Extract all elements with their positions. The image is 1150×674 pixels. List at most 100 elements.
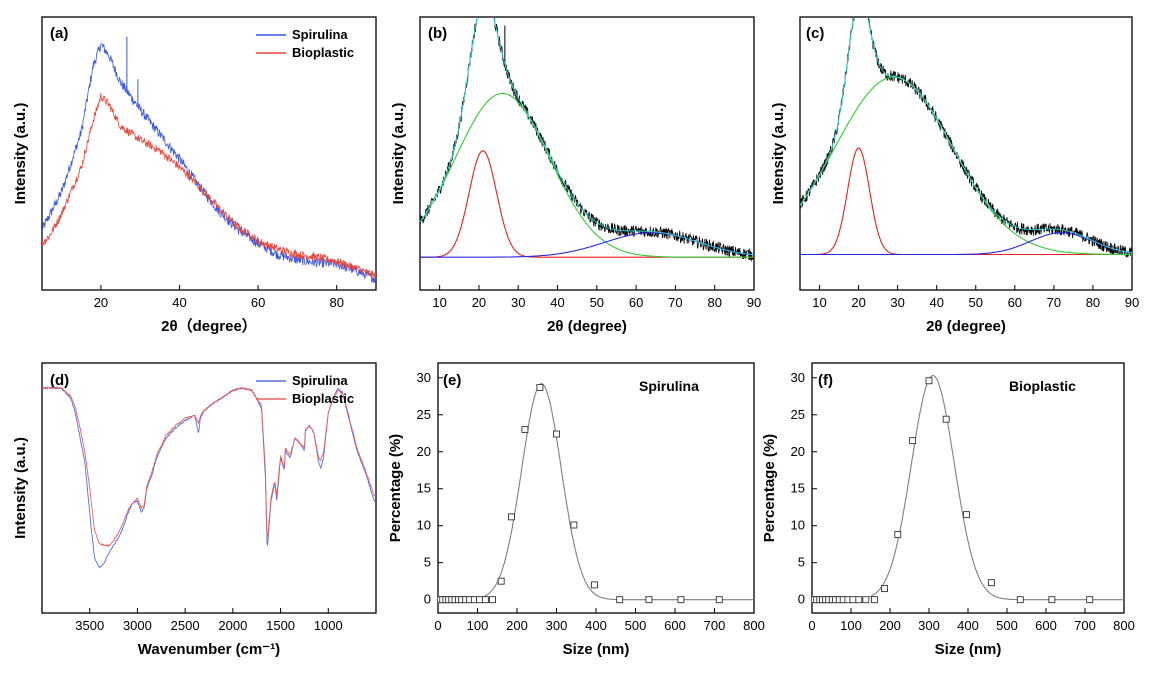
x-axis-title: 2θ (degree) [926,318,1006,335]
series-line-bioplastic [42,93,376,280]
y-tick-label: 15 [791,481,805,496]
x-tick-label: 20 [472,295,486,310]
x-tick-label: 800 [1113,618,1135,633]
legend-label-bioplastic: Bioplastic [292,391,354,406]
x-axis-title: 2θ (degree) [547,318,627,335]
legend-label-spirulina: Spirulina [292,373,348,388]
cumulative-fit [420,17,754,256]
data-point [1048,596,1056,604]
data-point [553,430,560,438]
x-tick-label: 50 [590,295,604,310]
x-tick-label: 500 [996,618,1018,633]
x-tick-label: 200 [506,618,528,633]
x-tick-label: 80 [707,295,721,310]
data-point [987,579,995,587]
panel-label: (b) [428,25,447,42]
x-tick-label: 1500 [266,618,295,633]
y-tick-label: 15 [417,481,431,496]
x-axis-title: Size (nm) [935,641,1002,658]
plot-frame [437,362,755,614]
panel-title: Spirulina [639,378,699,394]
x-tick-label: 60 [629,295,643,310]
panel-label: (f) [818,372,833,389]
x-tick-label: 20 [851,295,865,310]
series-line-bioplastic [42,386,376,548]
plot-frame [811,362,1125,614]
plot-area [800,17,1132,258]
x-tick-label: 500 [625,618,647,633]
y-tick-label: 20 [791,444,805,459]
x-tick-label: 80 [329,295,343,310]
x-axis-title: Size (nm) [563,641,630,658]
data-point [476,596,483,604]
data-point [881,585,888,593]
x-tick-label: 400 [957,618,979,633]
data-point [942,415,950,423]
y-tick-label: 5 [424,555,431,570]
data-point [1086,596,1094,604]
x-tick-label: 3000 [123,618,152,633]
x-tick-label: 70 [668,295,682,310]
y-tick-label: 10 [417,518,431,533]
x-tick-label: 30 [890,295,904,310]
fit-peak-3 [800,232,1132,256]
data-point [849,596,857,604]
panel-label: (c) [806,25,824,42]
plot-frame [41,16,377,291]
plot-area [420,17,754,262]
x-tick-label: 50 [969,295,983,310]
experimental-pattern [420,17,754,262]
x-tick-label: 0 [434,618,441,633]
y-axis-title: Intensity (a.u.) [390,103,407,205]
panel-label: (d) [50,372,69,389]
x-tick-label: 70 [1047,295,1061,310]
series-line-spirulina [42,386,376,569]
plot-frame [41,362,377,614]
data-point [616,596,624,604]
x-tick-label: 400 [585,618,607,633]
x-tick-label: 40 [550,295,564,310]
plot-area [812,375,1124,604]
gaussian-fit-line [438,383,754,601]
x-tick-label: 60 [251,295,265,310]
y-tick-label: 10 [791,518,805,533]
plot-area [42,386,376,569]
x-tick-label: 2500 [171,618,200,633]
fit-peak-2 [420,92,754,258]
x-tick-label: 3500 [75,618,104,633]
x-tick-label: 0 [808,618,815,633]
legend-label-bioplastic: Bioplastic [292,45,354,60]
y-tick-label: 30 [417,370,431,385]
y-tick-label: 30 [791,370,805,385]
data-point [677,596,685,604]
data-point [497,577,505,585]
cumulative-fit [800,17,1132,254]
y-tick-label: 0 [424,592,431,607]
x-tick-label: 200 [879,618,901,633]
x-tick-label: 10 [812,295,826,310]
y-tick-label: 5 [798,555,805,570]
data-point [521,426,529,434]
x-tick-label: 30 [511,295,525,310]
legend-label-spirulina: Spirulina [292,27,348,42]
x-tick-label: 40 [172,295,186,310]
x-axis-title: 2θ（degree） [161,317,257,335]
x-tick-label: 300 [918,618,940,633]
data-point [1016,596,1024,604]
y-axis-title: Intensity (a.u.) [12,103,29,205]
series-line-spirulina [42,42,376,283]
x-tick-label: 10 [432,295,446,310]
data-point [855,596,863,604]
x-tick-label: 2000 [218,618,247,633]
data-point [862,596,870,604]
x-tick-label: 700 [1074,618,1096,633]
x-tick-label: 90 [1125,295,1139,310]
x-tick-label: 40 [929,295,943,310]
x-tick-label: 100 [840,618,862,633]
panel-title: Bioplastic [1009,378,1076,394]
data-point [508,513,515,521]
data-point [715,596,723,604]
x-tick-label: 1000 [314,618,343,633]
y-tick-label: 25 [417,407,431,422]
y-tick-label: 20 [417,444,431,459]
